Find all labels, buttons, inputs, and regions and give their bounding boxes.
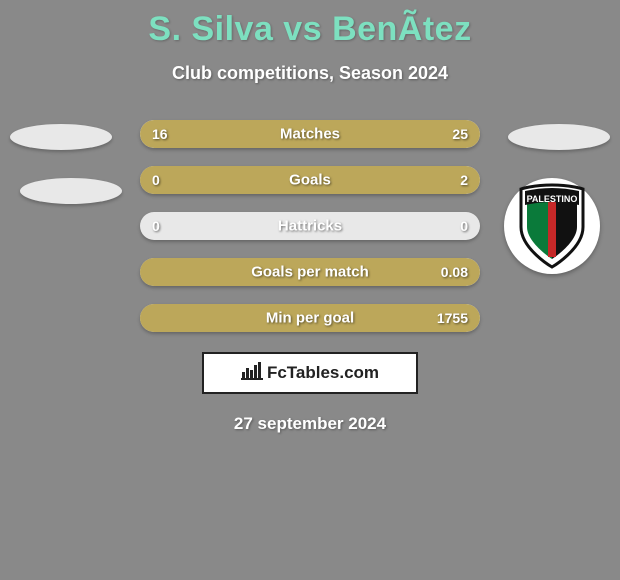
stat-label: Hattricks: [278, 218, 342, 235]
stat-label: Min per goal: [266, 310, 354, 327]
stat-value-right: 1755: [437, 310, 468, 326]
stat-value-right: 0.08: [441, 264, 468, 280]
stat-label: Goals per match: [251, 264, 369, 281]
right-placeholder-ellipse-1: [508, 124, 610, 150]
shield-icon: PALESTINO: [513, 183, 591, 269]
left-placeholder-ellipse-1: [10, 124, 112, 150]
stat-label: Matches: [280, 126, 340, 143]
team-badge-palestino: PALESTINO: [504, 178, 600, 274]
stat-value-right: 2: [460, 172, 468, 188]
footer-logo: FcTables.com: [202, 352, 418, 394]
footer-date: 27 september 2024: [0, 414, 620, 434]
stat-row: Min per goal 1755: [140, 304, 480, 332]
page-title: S. Silva vs BenÃ­tez: [0, 0, 620, 49]
page-subtitle: Club competitions, Season 2024: [0, 63, 620, 84]
stat-value-right: 25: [452, 126, 468, 142]
stat-value-right: 0: [460, 218, 468, 234]
barchart-icon: [241, 362, 263, 385]
stat-value-left: 16: [152, 126, 168, 142]
left-placeholder-ellipse-2: [20, 178, 122, 204]
stat-row: Matches 16 25: [140, 120, 480, 148]
stat-row: Hattricks 0 0: [140, 212, 480, 240]
stat-label: Goals: [289, 172, 331, 189]
stat-value-left: 0: [152, 172, 160, 188]
badge-text: PALESTINO: [527, 194, 578, 204]
footer-site-text: FcTables.com: [267, 363, 379, 383]
stat-row: Goals 0 2: [140, 166, 480, 194]
stat-row: Goals per match 0.08: [140, 258, 480, 286]
stat-value-left: 0: [152, 218, 160, 234]
